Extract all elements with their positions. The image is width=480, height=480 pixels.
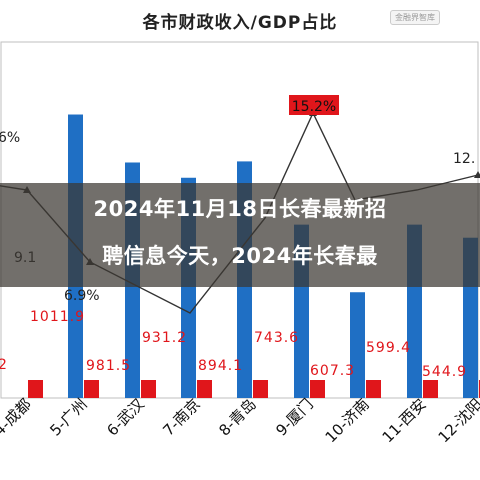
bar-red-3 (197, 380, 212, 398)
bar-label-0: 1011.9 (30, 309, 85, 325)
headline-line-2: 聘信息今天，2024年长春最 (102, 244, 378, 268)
watermark-logo: 金融界智库 (390, 10, 440, 25)
ratio-label-3: 12. (453, 151, 475, 167)
bar-red-1 (84, 380, 99, 398)
headline-overlay (0, 183, 480, 287)
category-label-2: 6-武汉 (103, 395, 148, 440)
headline-line-1: 2024年11月18日长春最新招 (93, 197, 387, 221)
bar-red-7 (423, 380, 438, 398)
bar-red-4 (253, 380, 268, 398)
partial-label-red: 2 (0, 357, 7, 373)
category-label-0: 4-成都 (0, 395, 35, 440)
bar-label-4: 743.6 (254, 330, 299, 346)
ratio-label-0: 6% (0, 130, 20, 146)
bar-red-0 (28, 380, 43, 398)
bar-red-6 (366, 380, 381, 398)
category-label-6: 10-济南 (322, 395, 373, 446)
bar-blue-6 (350, 292, 365, 398)
category-label-7: 11-西安 (379, 395, 430, 446)
ratio-marker-3 (474, 171, 480, 178)
bar-label-7: 544.9 (422, 364, 467, 380)
bar-label-6: 599.4 (366, 340, 411, 356)
bar-label-1: 981.5 (86, 358, 131, 374)
bar-red-2 (141, 380, 156, 398)
ratio-label-2: 15.2% (292, 99, 336, 115)
chart-title: 各市财政收入/GDP占比 (142, 13, 338, 33)
category-label-3: 7-南京 (159, 395, 204, 440)
category-label-8: 12-沈阳 (435, 395, 480, 446)
category-label-5: 9-厦门 (272, 395, 317, 440)
ratio-label-1: 6.9% (64, 288, 100, 304)
category-label-4: 8-青岛 (215, 395, 260, 440)
bar-label-2: 931.2 (142, 330, 187, 346)
category-label-1: 5-广州 (46, 395, 91, 440)
bar-red-5 (310, 380, 325, 398)
ratio-label-2-box (289, 95, 339, 115)
bar-label-3: 894.1 (198, 358, 243, 374)
bar-label-5: 607.3 (310, 363, 355, 379)
